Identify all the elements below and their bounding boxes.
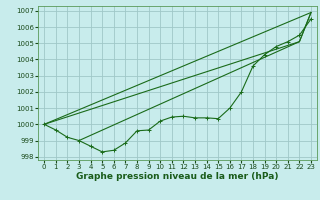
X-axis label: Graphe pression niveau de la mer (hPa): Graphe pression niveau de la mer (hPa): [76, 172, 279, 181]
